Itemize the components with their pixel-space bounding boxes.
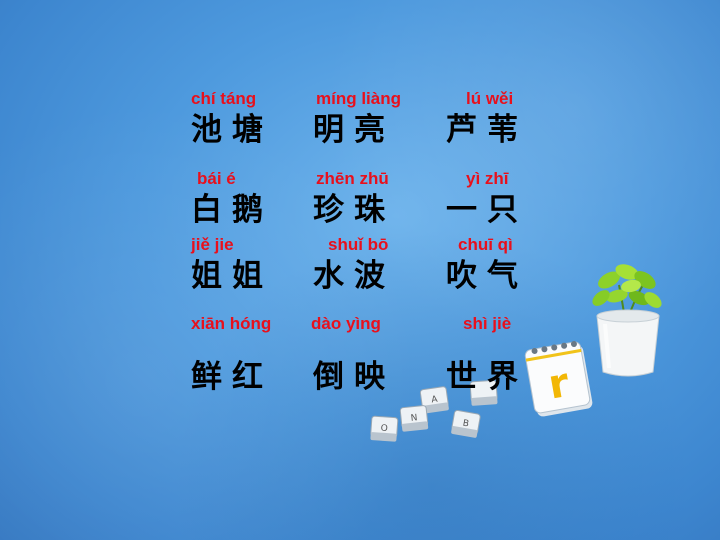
pinyin-zhen-zhu: zhēn zhū — [316, 169, 389, 188]
hanzi-jie-jie: 姐姐 — [191, 258, 273, 294]
keyboard-keys-decoration: A N O B — [370, 380, 498, 442]
key-b-icon: B — [451, 409, 481, 438]
pinyin-dao-ying: dào yìng — [311, 314, 381, 333]
pinyin-lu-wei: lú wěi — [466, 89, 514, 108]
hanzi-bai-e: 白鹅 — [191, 192, 273, 228]
pinyin-xian-hong: xiān hóng — [191, 314, 272, 333]
hanzi-dao-ying: 倒映 — [313, 359, 395, 395]
hanzi-chui-qi: 吹气 — [446, 258, 528, 294]
pinyin-shi-jie: shì jiè — [463, 314, 512, 333]
hanzi-chi-tang: 池塘 — [191, 112, 273, 148]
key-n-icon: N — [399, 405, 429, 432]
key-n-label: N — [410, 413, 418, 424]
potted-plant-icon — [592, 264, 662, 377]
hanzi-shi-jie: 世界 — [446, 359, 528, 395]
pinyin-chi-tang: chí táng — [191, 89, 257, 108]
pinyin-chui-qi: chuī qì — [458, 235, 513, 254]
key-a-label: A — [431, 395, 439, 406]
hanzi-shui-bo: 水波 — [313, 258, 395, 294]
key-b-label: B — [462, 419, 470, 430]
calendar-icon: r — [524, 341, 593, 417]
hanzi-zhen-zhu: 珍珠 — [313, 192, 395, 228]
hanzi-yi-zhi: 一只 — [446, 192, 528, 228]
pinyin-bai-e: bái é — [197, 169, 236, 188]
key-o-icon: O — [370, 415, 399, 442]
pinyin-shui-bo: shuǐ bō — [328, 235, 389, 254]
key-blank-icon — [469, 380, 498, 406]
hanzi-xian-hong: 鲜红 — [191, 359, 273, 395]
key-o-label: O — [380, 424, 388, 434]
key-a-icon: A — [419, 386, 449, 414]
pinyin-ming-liang: míng liàng — [316, 89, 401, 108]
hanzi-ming-liang: 明亮 — [313, 112, 395, 148]
pinyin-yi-zhi: yì zhī — [466, 169, 509, 188]
hanzi-lu-wei: 芦苇 — [446, 112, 528, 148]
pinyin-jie-jie: jiě jie — [191, 235, 234, 254]
